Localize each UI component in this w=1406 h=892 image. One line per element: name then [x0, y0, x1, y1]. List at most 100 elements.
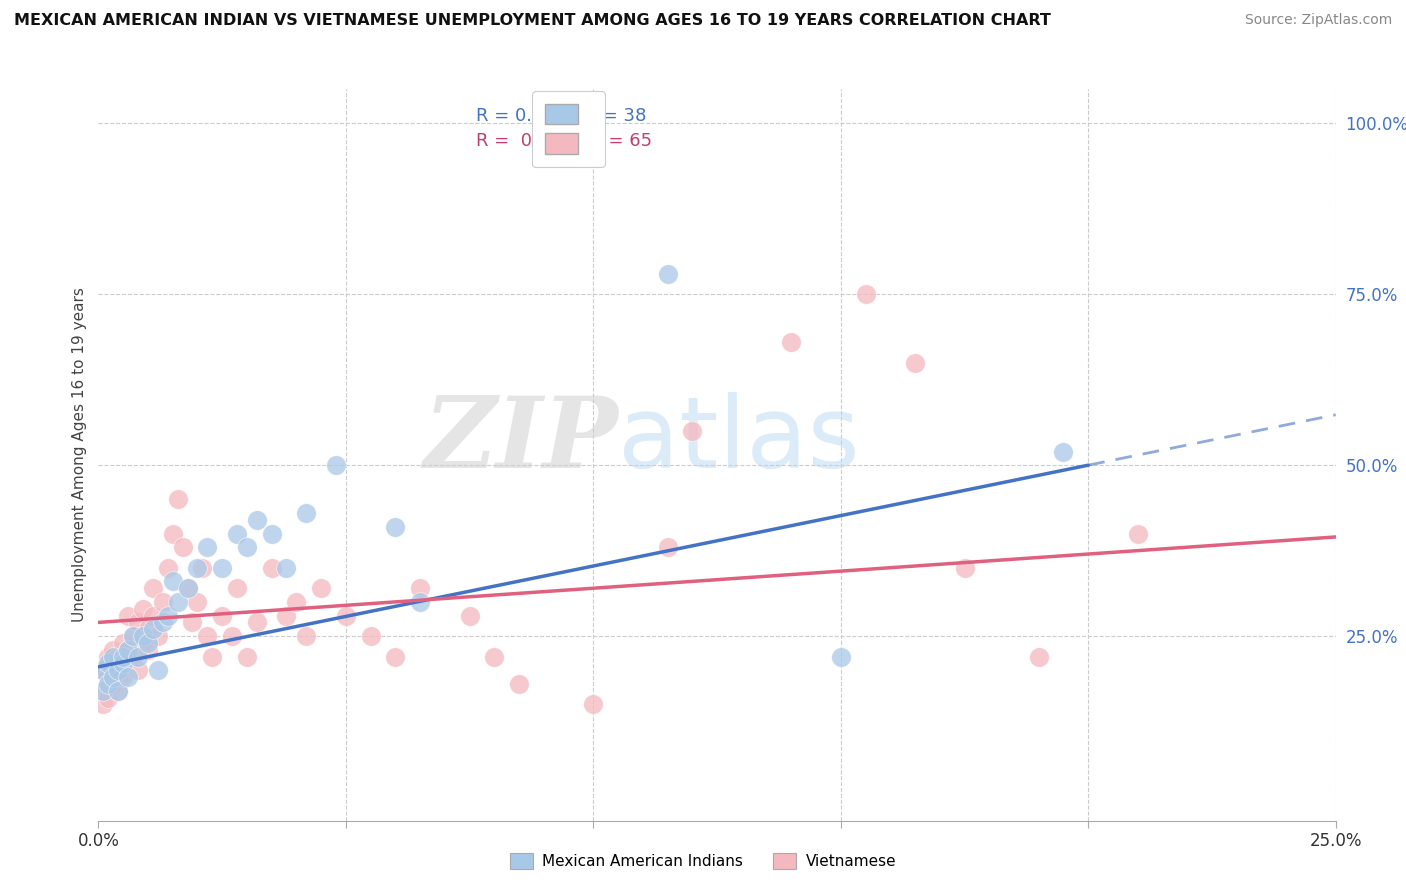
Point [657, 540, 679, 554]
Point [93, 663, 115, 677]
Point [458, 608, 481, 623]
Point [172, 540, 194, 554]
Point [1052, 444, 1074, 458]
Point [780, 335, 803, 350]
Point [112, 636, 135, 650]
Point [112, 657, 135, 671]
Point [112, 670, 135, 684]
Point [295, 506, 318, 520]
Point [142, 608, 165, 623]
Text: MEXICAN AMERICAN INDIAN VS VIETNAMESE UNEMPLOYMENT AMONG AGES 16 TO 19 YEARS COR: MEXICAN AMERICAN INDIAN VS VIETNAMESE UN… [14, 13, 1050, 29]
Point [904, 356, 927, 370]
Legend: , : , [533, 91, 605, 167]
Point [93, 683, 115, 698]
Point [211, 560, 233, 574]
Text: atlas: atlas [619, 392, 859, 489]
Point [195, 629, 218, 643]
Text: ZIP: ZIP [423, 392, 619, 489]
Point [112, 657, 135, 671]
Point [146, 629, 169, 643]
Point [335, 608, 357, 623]
Point [162, 574, 184, 589]
Point [246, 513, 269, 527]
Point [107, 683, 129, 698]
Point [136, 622, 159, 636]
Point [201, 649, 224, 664]
Text: R =  0.112   N = 65: R = 0.112 N = 65 [475, 132, 652, 150]
Point [285, 595, 308, 609]
Point [142, 581, 165, 595]
Point [176, 581, 198, 595]
Point [107, 670, 129, 684]
Point [295, 629, 318, 643]
Point [409, 595, 432, 609]
Point [132, 636, 155, 650]
Point [309, 581, 332, 595]
Point [156, 560, 179, 574]
Point [112, 649, 135, 664]
Point [142, 622, 165, 636]
Point [236, 649, 259, 664]
Point [681, 424, 703, 438]
Point [276, 560, 298, 574]
Legend: Mexican American Indians, Vietnamese: Mexican American Indians, Vietnamese [503, 847, 903, 875]
Point [176, 581, 198, 595]
Point [166, 492, 188, 507]
Point [127, 649, 149, 664]
Point [1126, 526, 1149, 541]
Point [830, 649, 852, 664]
Point [127, 615, 149, 630]
Point [132, 601, 155, 615]
Point [186, 560, 208, 574]
Point [657, 267, 679, 281]
Point [93, 698, 115, 712]
Point [508, 677, 530, 691]
Point [103, 663, 125, 677]
Point [136, 642, 159, 657]
Point [122, 629, 145, 643]
Point [127, 663, 149, 677]
Point [107, 649, 129, 664]
Point [186, 595, 208, 609]
Point [152, 595, 174, 609]
Point [191, 560, 214, 574]
Point [276, 608, 298, 623]
Point [132, 629, 155, 643]
Point [582, 698, 605, 712]
Point [226, 526, 249, 541]
Point [152, 615, 174, 630]
Point [1028, 649, 1050, 664]
Point [122, 629, 145, 643]
Point [107, 663, 129, 677]
Point [97, 670, 120, 684]
Point [97, 657, 120, 671]
Point [409, 581, 432, 595]
Point [246, 615, 269, 630]
Point [325, 458, 347, 472]
Point [136, 636, 159, 650]
Point [211, 608, 233, 623]
Point [166, 595, 188, 609]
Point [117, 642, 139, 657]
Point [360, 629, 382, 643]
Point [162, 526, 184, 541]
Point [93, 663, 115, 677]
Point [103, 649, 125, 664]
Point [117, 642, 139, 657]
Point [226, 581, 249, 595]
Point [156, 608, 179, 623]
Point [953, 560, 976, 574]
Point [97, 649, 120, 664]
Text: R = 0.290   N = 38: R = 0.290 N = 38 [475, 108, 647, 126]
Y-axis label: Unemployment Among Ages 16 to 19 years: Unemployment Among Ages 16 to 19 years [72, 287, 87, 623]
Point [181, 615, 204, 630]
Point [97, 690, 120, 705]
Point [122, 649, 145, 664]
Text: Source: ZipAtlas.com: Source: ZipAtlas.com [1244, 13, 1392, 28]
Point [484, 649, 506, 664]
Point [117, 608, 139, 623]
Point [97, 677, 120, 691]
Point [260, 526, 283, 541]
Point [236, 540, 259, 554]
Point [384, 649, 406, 664]
